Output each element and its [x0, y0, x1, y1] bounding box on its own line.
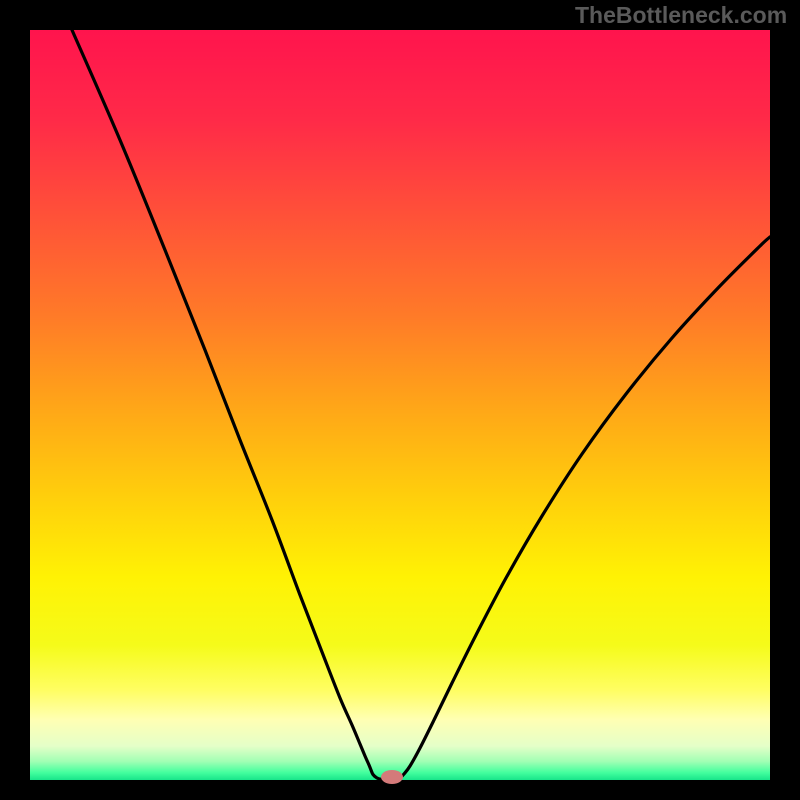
- plot-area: [30, 30, 770, 780]
- optimal-point-marker: [381, 770, 403, 784]
- chart-svg: [0, 0, 800, 800]
- bottleneck-chart: TheBottleneck.com: [0, 0, 800, 800]
